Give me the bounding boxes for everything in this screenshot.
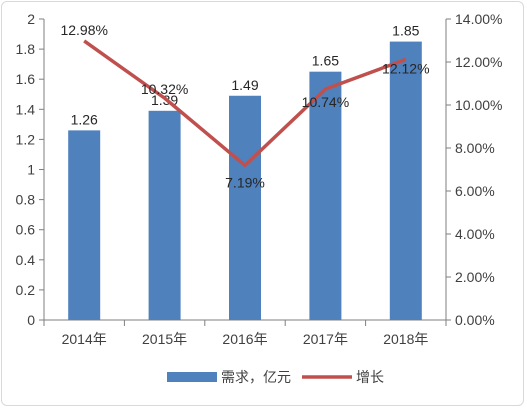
bar: [148, 110, 181, 321]
line-value-label: 7.19%: [225, 174, 265, 190]
line-value-label: 12.12%: [382, 60, 429, 76]
bar-value-label: 1.49: [231, 77, 258, 93]
y-left-tick-label: 0.4: [16, 252, 36, 268]
bar: [68, 130, 101, 320]
y-right-tick-label: 10.00%: [455, 97, 502, 113]
growth-line: [83, 39, 407, 168]
y-right-tick-label: 4.00%: [455, 226, 495, 242]
y-right-tick-label: 6.00%: [455, 183, 495, 199]
y-left-tick-label: 0.6: [16, 222, 36, 238]
line-value-label: 12.98%: [60, 22, 107, 38]
y-right-tick-label: 12.00%: [455, 54, 502, 70]
x-tick-label: 2018年: [383, 331, 428, 347]
bar: [229, 95, 261, 320]
line-value-label: 10.32%: [141, 81, 188, 97]
bar-value-label: 1.65: [312, 53, 339, 69]
y-left-tick-label: 0: [27, 312, 35, 328]
x-tick-label: 2017年: [303, 331, 348, 347]
y-left-tick-label: 1.8: [16, 41, 36, 57]
y-left-tick-label: 1.4: [16, 101, 36, 117]
bar: [309, 71, 342, 320]
legend-line-label: 增长: [356, 369, 384, 385]
legend-bar-label: 需求，亿元: [221, 369, 291, 385]
y-left-tick-label: 0.2: [16, 282, 36, 298]
x-tick-label: 2014年: [62, 331, 107, 347]
y-left-tick-label: 1.6: [16, 71, 36, 87]
y-left-tick-label: 1: [27, 162, 35, 178]
y-right-tick-label: 0.00%: [455, 312, 495, 328]
y-left-tick-label: 0.8: [16, 192, 36, 208]
y-right-tick-label: 14.00%: [455, 11, 502, 27]
y-right-tick-label: 2.00%: [455, 269, 495, 285]
bar-value-label: 1.85: [392, 23, 419, 39]
x-tick-label: 2015年: [142, 331, 187, 347]
legend-bar-swatch: [167, 372, 217, 382]
line-value-label: 10.74%: [302, 94, 349, 110]
y-left-tick-label: 1.2: [16, 131, 36, 147]
bar-value-label: 1.26: [71, 111, 98, 127]
y-right-tick-label: 8.00%: [455, 140, 495, 156]
x-tick-label: 2016年: [222, 331, 267, 347]
y-left-tick-label: 2: [27, 11, 35, 27]
bar: [389, 41, 422, 320]
